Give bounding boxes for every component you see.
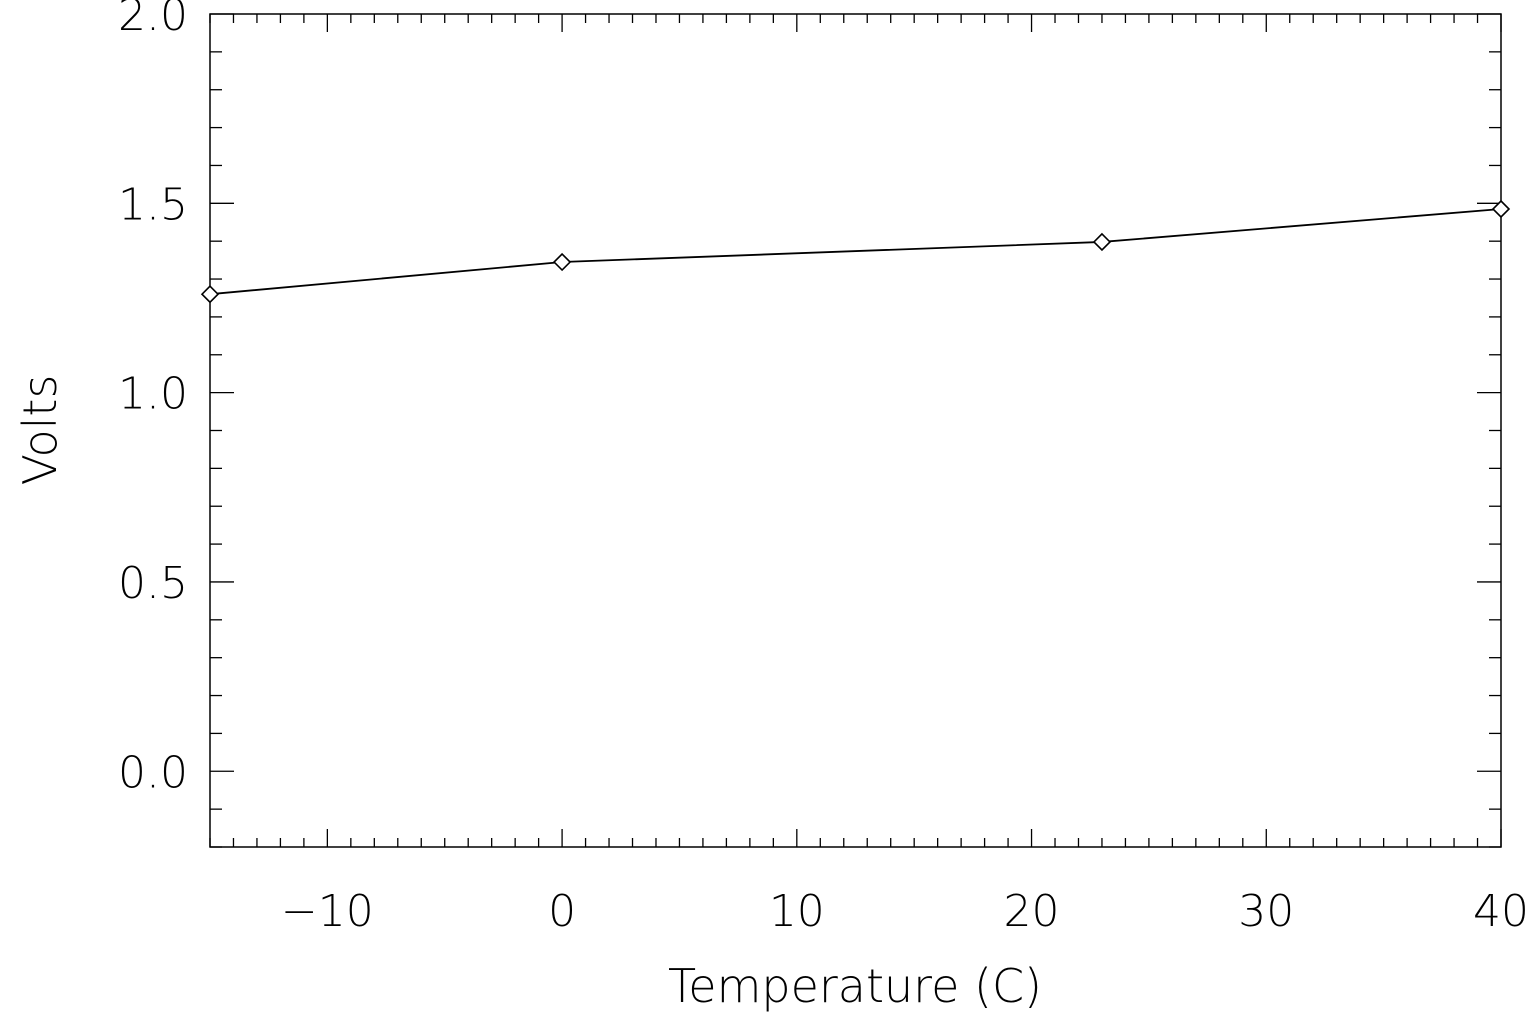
- data-point: [552, 252, 572, 272]
- data-point: [200, 285, 220, 304]
- x-tick-label: 0: [548, 886, 576, 937]
- y-axis-label: Volts: [13, 375, 67, 486]
- data-point: [1491, 199, 1511, 219]
- data-point: [1092, 232, 1112, 252]
- x-tick-label: 10: [769, 886, 825, 937]
- y-tick-label: 0.0: [118, 747, 188, 798]
- x-tick-label: −10: [281, 886, 374, 937]
- x-tick-label: 20: [1004, 886, 1060, 937]
- series-group: [200, 199, 1511, 304]
- x-axis-label: Temperature (C): [668, 959, 1042, 1013]
- plot-frame: [209, 13, 1502, 848]
- axis-ticks: [209, 13, 1502, 848]
- series-line: [209, 208, 1502, 296]
- y-tick-label: 1.0: [118, 369, 188, 420]
- x-tick-label: 40: [1473, 886, 1529, 937]
- tick-labels: −10 0 10 20 30 40 0.0 0.5 1.0 1.5 2.0: [118, 0, 1529, 937]
- y-tick-label: 1.5: [118, 179, 188, 230]
- y-tick-label: 0.5: [118, 558, 188, 609]
- x-tick-label: 30: [1238, 886, 1294, 937]
- y-tick-label: 2.0: [118, 0, 188, 41]
